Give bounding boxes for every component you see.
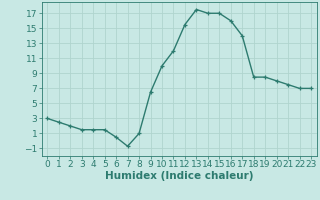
X-axis label: Humidex (Indice chaleur): Humidex (Indice chaleur) bbox=[105, 171, 253, 181]
